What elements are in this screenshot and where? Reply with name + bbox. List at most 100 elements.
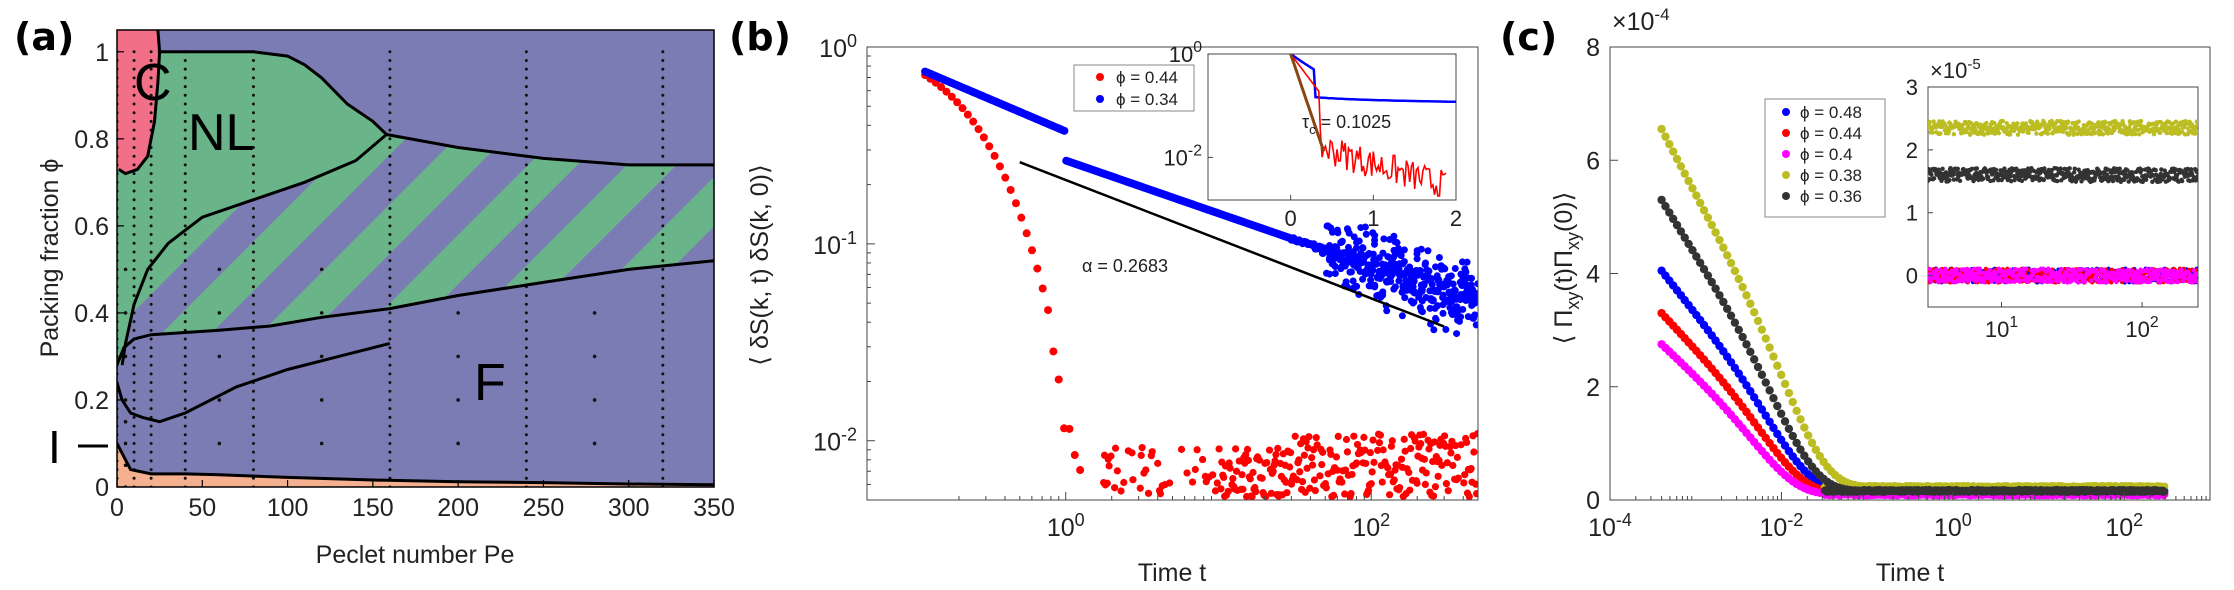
data-point — [1661, 132, 1670, 141]
sample-point — [183, 424, 187, 428]
sample-point — [524, 354, 528, 358]
data-point — [1657, 195, 1666, 205]
sample-point — [123, 441, 128, 446]
sample-point — [123, 267, 128, 272]
sample-point — [319, 311, 324, 315]
data-point — [1117, 487, 1125, 495]
data-point — [1362, 459, 1370, 468]
sample-point — [388, 267, 392, 271]
sample-point — [661, 67, 665, 71]
coexistence-region — [117, 134, 714, 366]
sample-point — [388, 259, 392, 263]
sample-point — [132, 163, 136, 167]
data-point — [1401, 294, 1409, 302]
sample-point — [132, 146, 136, 150]
sample-point — [149, 346, 153, 350]
data-point — [1350, 432, 1358, 440]
sample-point — [524, 346, 528, 350]
data-point — [1387, 278, 1395, 286]
sample-point — [661, 398, 665, 402]
sample-point — [251, 433, 255, 437]
sample-point — [183, 476, 187, 480]
sample-point — [661, 276, 665, 280]
data-point — [1166, 479, 1174, 487]
data-point — [1431, 483, 1440, 491]
data-point — [1470, 448, 1478, 456]
data-point — [1773, 361, 1782, 370]
legend-b: ϕ = 0.44 ϕ = 0.34 — [1073, 64, 1195, 112]
data-point — [1326, 270, 1334, 278]
sample-point — [251, 180, 255, 184]
sample-point — [388, 302, 392, 306]
y-tick-label: 1 — [95, 39, 109, 67]
sample-point — [149, 302, 153, 306]
sample-point — [388, 111, 392, 115]
sample-point — [251, 250, 255, 254]
sample-point — [251, 146, 255, 150]
sample-point — [661, 311, 665, 315]
data-point — [1444, 487, 1452, 495]
data-point — [1699, 264, 1709, 274]
sample-point — [132, 381, 136, 385]
sample-point — [132, 407, 136, 411]
sample-point — [319, 398, 324, 402]
data-point — [1413, 479, 1421, 487]
sample-point — [524, 58, 528, 62]
y-tick-label: 10-2 — [813, 425, 857, 457]
data-point — [1360, 433, 1368, 441]
sample-point — [661, 180, 665, 184]
inset-y-tick-label: 100 — [1169, 39, 1202, 67]
sample-point — [251, 224, 255, 228]
sample-point — [149, 102, 153, 106]
data-point — [1022, 229, 1031, 238]
data-point — [1111, 444, 1120, 452]
tau-c-label: τc = 0.1025 — [1302, 112, 1391, 137]
sample-point — [524, 250, 528, 254]
data-point — [1348, 470, 1356, 479]
data-point — [1376, 274, 1384, 282]
data-point — [1376, 431, 1385, 439]
data-point — [1232, 445, 1240, 453]
data-point — [1177, 445, 1186, 453]
sample-point — [251, 119, 255, 123]
sample-point — [149, 233, 153, 237]
sample-point — [132, 363, 136, 367]
data-point — [1369, 250, 1377, 258]
fit-alpha-label: α = 0.2683 — [1082, 256, 1168, 276]
x-tick-label: 250 — [523, 494, 565, 522]
data-point — [1306, 484, 1314, 492]
data-point — [1333, 466, 1341, 474]
data-point — [1060, 126, 1069, 135]
data-point — [1463, 258, 1471, 266]
sample-point — [149, 50, 153, 54]
data-point — [1361, 223, 1369, 231]
sample-point — [388, 450, 392, 454]
data-point — [1454, 474, 1462, 482]
data-point — [1703, 213, 1713, 222]
sample-point — [251, 189, 255, 193]
sample-point — [388, 102, 392, 106]
data-point — [1028, 246, 1037, 255]
x-tick-label: 100 — [1047, 510, 1085, 542]
sample-point — [388, 276, 392, 280]
data-point — [1451, 441, 1460, 450]
sample-point — [149, 85, 153, 89]
data-point — [1676, 227, 1686, 236]
inset-x-tick-label: 0 — [1285, 206, 1297, 231]
sample-point — [388, 58, 392, 62]
data-point — [1788, 431, 1797, 441]
i-region — [117, 443, 714, 487]
x-axis-label-a: Peclet number Pe — [316, 541, 515, 569]
sample-point — [132, 441, 136, 445]
sample-point — [149, 111, 153, 115]
sample-point — [524, 381, 528, 385]
sample-point — [183, 58, 187, 62]
sample-point — [183, 381, 187, 385]
data-point — [1137, 451, 1145, 460]
data-point — [1473, 290, 1478, 298]
data-point — [1474, 280, 1478, 288]
sample-point — [149, 76, 153, 80]
data-point — [1421, 480, 1429, 489]
sample-point — [149, 407, 153, 411]
data-point — [1426, 304, 1434, 312]
